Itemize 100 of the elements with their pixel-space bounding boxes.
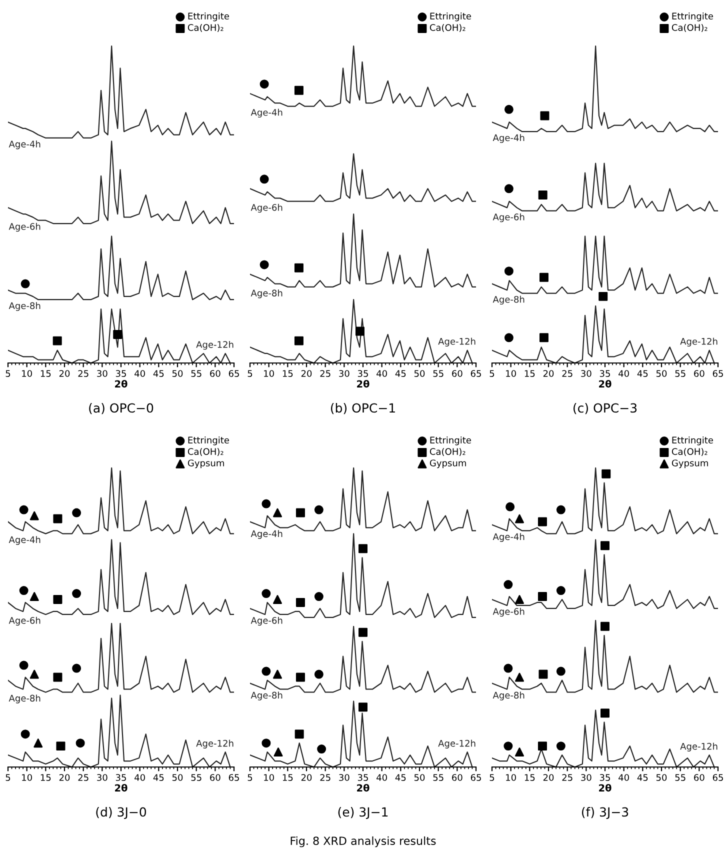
point <box>273 670 282 679</box>
point <box>556 666 566 676</box>
x-tick-label: 5 <box>6 370 10 377</box>
x-tick-label: 50 <box>656 370 667 377</box>
x-tick-label: 35 <box>116 774 126 781</box>
x-tick-label: 55 <box>675 774 686 781</box>
point <box>273 595 282 604</box>
x-tick-label: 50 <box>414 370 425 377</box>
x-tick-label: 20 <box>301 774 312 781</box>
point <box>556 742 566 751</box>
x-tick-label: 45 <box>637 774 648 781</box>
point <box>34 738 43 748</box>
x-axis-title: 2θ <box>357 380 370 388</box>
x-tick-label: 5 <box>6 774 10 781</box>
legend-label: Ettringite <box>430 12 472 22</box>
x-tick-label: 5 <box>490 774 494 781</box>
series-label: Age-6h <box>492 213 524 222</box>
x-tick-label: 65 <box>712 370 723 377</box>
x-tick-label: 40 <box>134 370 145 377</box>
x-tick-label: 25 <box>78 774 88 781</box>
x-tick-label: 65 <box>470 774 481 781</box>
point <box>600 622 610 631</box>
x-tick-label: 10 <box>264 370 274 377</box>
x-tick-label: 45 <box>395 774 406 781</box>
legend-label: Ca(OH)₂ <box>672 24 708 32</box>
x-tick-label: 50 <box>172 774 183 781</box>
x-tick-label: 50 <box>414 774 425 781</box>
x-tick-label: 40 <box>134 774 145 781</box>
x-tick-label: 35 <box>358 370 368 377</box>
point <box>504 266 514 276</box>
x-tick-label: 15 <box>282 774 293 781</box>
point <box>30 511 39 520</box>
series-label: Age-12h <box>680 742 718 752</box>
series-label: Age-8h <box>492 296 524 305</box>
x-tick-label: 5 <box>248 774 252 781</box>
point <box>53 514 62 524</box>
point <box>53 595 62 604</box>
series-label: Age-8h <box>8 694 40 704</box>
x-tick-label: 60 <box>694 774 704 781</box>
point <box>294 336 304 346</box>
x-axis-title: 2θ <box>357 784 370 792</box>
x-tick-label: 25 <box>562 370 572 377</box>
point <box>504 333 514 342</box>
series-label: Age-8h <box>250 289 282 298</box>
series-label: Age-4h <box>250 108 282 118</box>
series-label: Age-12h <box>438 740 476 748</box>
x-tick-label: 45 <box>153 370 164 377</box>
x-axis-title: 2θ <box>599 380 612 388</box>
x-tick-label: 55 <box>675 370 686 377</box>
series-label: Age-6h <box>8 222 40 232</box>
point <box>20 730 30 739</box>
point <box>296 672 305 682</box>
point <box>598 292 608 301</box>
point <box>504 104 514 114</box>
x-tick-label: 5 <box>490 370 494 377</box>
point <box>30 592 39 602</box>
x-tick-label: 15 <box>524 370 535 377</box>
legend-label: Ettringite <box>430 436 472 446</box>
x-tick-label: 35 <box>600 774 610 781</box>
point <box>504 580 513 590</box>
x-axis-title: 2θ <box>115 380 128 388</box>
x-axis-title: 2θ <box>599 784 612 792</box>
legend-label: Ca(OH)₂ <box>672 448 708 456</box>
point <box>294 263 304 272</box>
x-tick-label: 55 <box>433 370 444 377</box>
x-tick-label: 25 <box>78 370 88 377</box>
text: (b) OPC−1 <box>330 403 395 414</box>
point <box>538 190 548 200</box>
x-tick-label: 35 <box>116 370 126 377</box>
point <box>538 670 548 679</box>
x-tick-label: 35 <box>600 370 610 377</box>
x-tick-label: 40 <box>618 370 629 377</box>
x-tick-label: 60 <box>210 370 220 377</box>
x-tick-label: 55 <box>191 774 202 781</box>
point <box>317 744 326 754</box>
point <box>19 660 28 670</box>
point <box>358 544 368 554</box>
x-tick-label: 25 <box>320 370 330 377</box>
x-axis-title: 2θ <box>115 784 128 792</box>
series-label: Age-8h <box>492 692 524 700</box>
text: (c) OPC−3 <box>574 403 637 414</box>
point <box>515 748 524 757</box>
point <box>273 508 282 518</box>
x-tick-label: 30 <box>581 370 592 377</box>
x-tick-label: 50 <box>172 370 183 377</box>
point <box>504 184 514 194</box>
x-tick-label: 15 <box>40 774 51 781</box>
x-tick-label: 15 <box>40 370 51 377</box>
point <box>262 738 271 748</box>
text: (e) 3J−1 <box>338 807 388 819</box>
x-tick-label: 30 <box>339 370 350 377</box>
point <box>19 586 28 596</box>
point <box>274 748 283 757</box>
x-tick-label: 20 <box>543 774 554 781</box>
series-label: Age-8h <box>8 302 40 311</box>
point <box>504 664 513 673</box>
x-tick-label: 10 <box>264 774 274 781</box>
point <box>515 514 524 524</box>
legend-label: Ettringite <box>672 436 714 446</box>
legend-label: Gypsum <box>188 460 224 468</box>
